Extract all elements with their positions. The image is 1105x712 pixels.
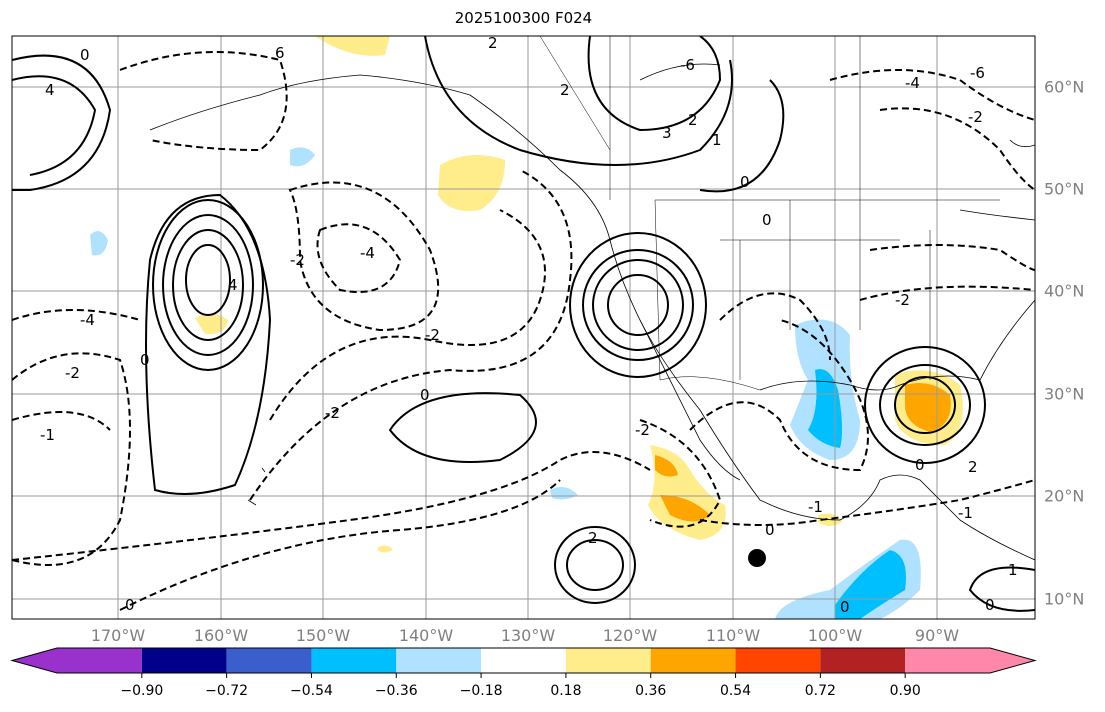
contour-label: 0 bbox=[985, 596, 995, 614]
lon-label: 100°W bbox=[807, 626, 863, 645]
colorbar-segment bbox=[481, 648, 566, 673]
colorbar-tick-label: 0.90 bbox=[889, 683, 921, 699]
colorbar-segment bbox=[311, 648, 397, 673]
colorbar-tick-label: 0.36 bbox=[635, 683, 667, 699]
map-title: 2025100300 F024 bbox=[454, 9, 593, 27]
contour-label: 0 bbox=[125, 596, 135, 614]
colorbar-tick-label: −0.18 bbox=[459, 683, 503, 699]
lat-label: 20°N bbox=[1044, 486, 1085, 506]
contour-label: -2 bbox=[65, 364, 80, 382]
contour-label: 0 bbox=[420, 386, 430, 404]
contour-label: -1 bbox=[808, 498, 823, 516]
lat-label: 60°N bbox=[1044, 77, 1085, 97]
storm-center-dot bbox=[748, 549, 766, 567]
contour-label: 1 bbox=[1008, 561, 1018, 579]
lon-label: 120°W bbox=[602, 626, 658, 645]
lat-label: 10°N bbox=[1044, 589, 1085, 609]
lon-label: 160°W bbox=[193, 626, 249, 645]
coastlines bbox=[149, 63, 1035, 561]
contour-label: 6 bbox=[275, 44, 285, 62]
contour-label: -4 bbox=[360, 244, 375, 262]
colorbar-segment bbox=[735, 648, 821, 673]
contour-label: 0 bbox=[80, 46, 90, 64]
contour-label: 0 bbox=[915, 456, 925, 474]
colorbar-tick-label: −0.72 bbox=[205, 683, 249, 699]
lon-label: 110°W bbox=[705, 626, 761, 645]
contour-label: -6 bbox=[970, 64, 985, 82]
contour-label: -4 bbox=[80, 311, 95, 329]
contour-label: 2 bbox=[560, 81, 570, 99]
contour-label: -4 bbox=[905, 74, 920, 92]
colorbar-segment bbox=[820, 648, 906, 673]
contour-label: -2 bbox=[968, 108, 983, 126]
lat-label: 40°N bbox=[1044, 281, 1085, 301]
colorbar-segment bbox=[226, 648, 312, 673]
colorbar-segment bbox=[396, 648, 482, 673]
contour-label: 0 bbox=[140, 351, 150, 369]
contour-label: 2 bbox=[688, 111, 698, 129]
colorbar-tick-label: 0.54 bbox=[719, 683, 752, 699]
lat-label: 50°N bbox=[1044, 179, 1085, 199]
contour-label: 4 bbox=[45, 81, 55, 99]
contours-positive bbox=[12, 36, 1035, 612]
lon-label: 90°W bbox=[914, 626, 960, 645]
colorbar-segment bbox=[905, 648, 1035, 673]
contour-label: -2 bbox=[425, 326, 440, 344]
colorbar-tick-label: −0.54 bbox=[290, 683, 333, 699]
colorbar-segment bbox=[650, 648, 736, 673]
lon-label: 140°W bbox=[398, 626, 454, 645]
colorbar-segment bbox=[141, 648, 227, 673]
contour-label: -1 bbox=[958, 504, 973, 522]
contour-label: -2 bbox=[635, 421, 650, 439]
colorbar-tick-label: −0.90 bbox=[120, 683, 164, 699]
lon-label: 170°W bbox=[90, 626, 146, 645]
contour-label: -2 bbox=[325, 404, 340, 422]
contour-label: -2 bbox=[290, 251, 305, 269]
colorbar bbox=[10, 647, 1037, 678]
contour-label: 0 bbox=[840, 598, 850, 616]
borders bbox=[539, 36, 1000, 391]
colorbar-segment bbox=[565, 648, 651, 673]
lon-label: 130°W bbox=[500, 626, 556, 645]
colorbar-outline bbox=[10, 647, 1037, 674]
contour-label: 0 bbox=[762, 211, 772, 229]
contours-negative bbox=[12, 51, 1035, 611]
lat-label: 30°N bbox=[1044, 384, 1085, 404]
contour-labels: 0 4 6 2 2 -4 -4 0 4 -2 0 0 -2 -2 0 2 -2 … bbox=[40, 34, 1018, 616]
contour-label: 2 bbox=[488, 34, 498, 52]
lon-label: 150°W bbox=[295, 626, 351, 645]
colorbar-tick-label: −0.36 bbox=[374, 683, 418, 699]
contour-label: 4 bbox=[228, 276, 238, 294]
colorbar-tick-label: 0.72 bbox=[804, 683, 836, 699]
contour-label: 0 bbox=[740, 173, 750, 191]
contour-label: -2 bbox=[895, 291, 910, 309]
contour-label: 3 bbox=[662, 124, 672, 142]
contour-label: 2 bbox=[588, 529, 598, 547]
contour-label: -1 bbox=[40, 426, 55, 444]
colorbar-tick-label: 0.18 bbox=[550, 683, 582, 699]
contour-label: 2 bbox=[968, 458, 978, 476]
contour-label: -6 bbox=[680, 56, 695, 74]
colorbar-segment bbox=[12, 648, 142, 673]
contour-label: 0 bbox=[765, 521, 775, 539]
map-frame bbox=[11, 35, 1036, 620]
graticule bbox=[12, 36, 1035, 619]
contour-label: 1 bbox=[712, 131, 722, 149]
